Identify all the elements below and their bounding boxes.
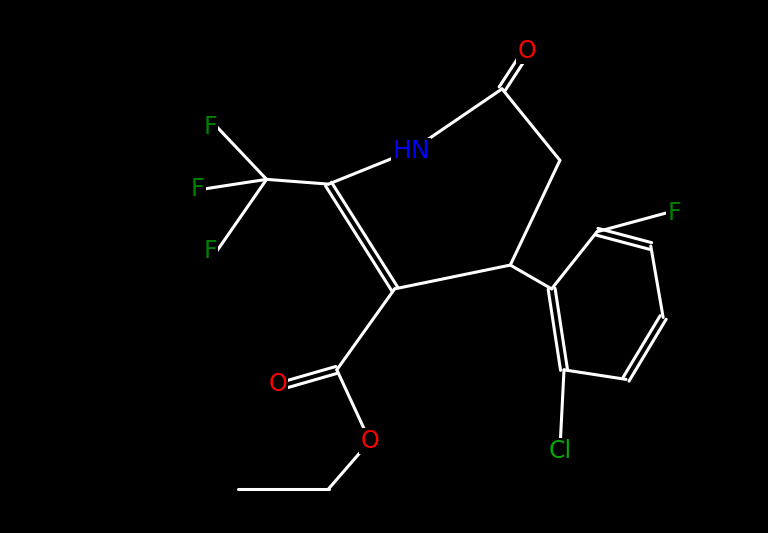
Text: O: O xyxy=(518,39,536,63)
Text: F: F xyxy=(204,115,217,139)
Text: F: F xyxy=(204,239,217,263)
Text: Cl: Cl xyxy=(548,439,571,463)
Text: O: O xyxy=(269,372,287,396)
Text: HN: HN xyxy=(392,139,430,163)
Text: O: O xyxy=(360,429,379,453)
Text: F: F xyxy=(191,177,204,201)
Text: F: F xyxy=(667,201,681,225)
